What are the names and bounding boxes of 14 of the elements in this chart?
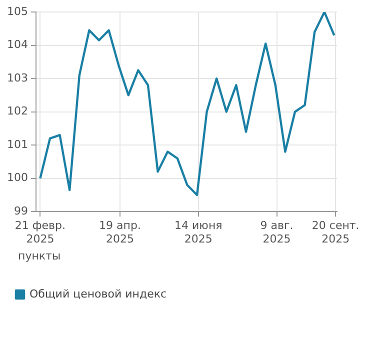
x-tick-label: 9 авг. 2025	[260, 219, 294, 246]
y-axis-title: пункты	[18, 249, 61, 262]
y-tick-label: 102	[6, 104, 28, 118]
x-tick-label: 21 февр. 2025	[14, 219, 66, 246]
x-tick-label: 19 апр. 2025	[99, 219, 141, 246]
y-tick-label: 101	[6, 138, 28, 151]
x-tick-label: 14 июня 2025	[174, 219, 222, 246]
y-tick-label: 100	[6, 171, 28, 184]
x-tick-label: 20 сент. 2025	[312, 219, 360, 246]
y-tick-label: 105	[6, 4, 28, 18]
y-tick-label: 103	[6, 71, 28, 84]
y-tick-label: 104	[6, 38, 28, 52]
legend-label: Общий ценовой индекс	[30, 287, 167, 300]
y-tick-label: 99	[14, 204, 28, 218]
